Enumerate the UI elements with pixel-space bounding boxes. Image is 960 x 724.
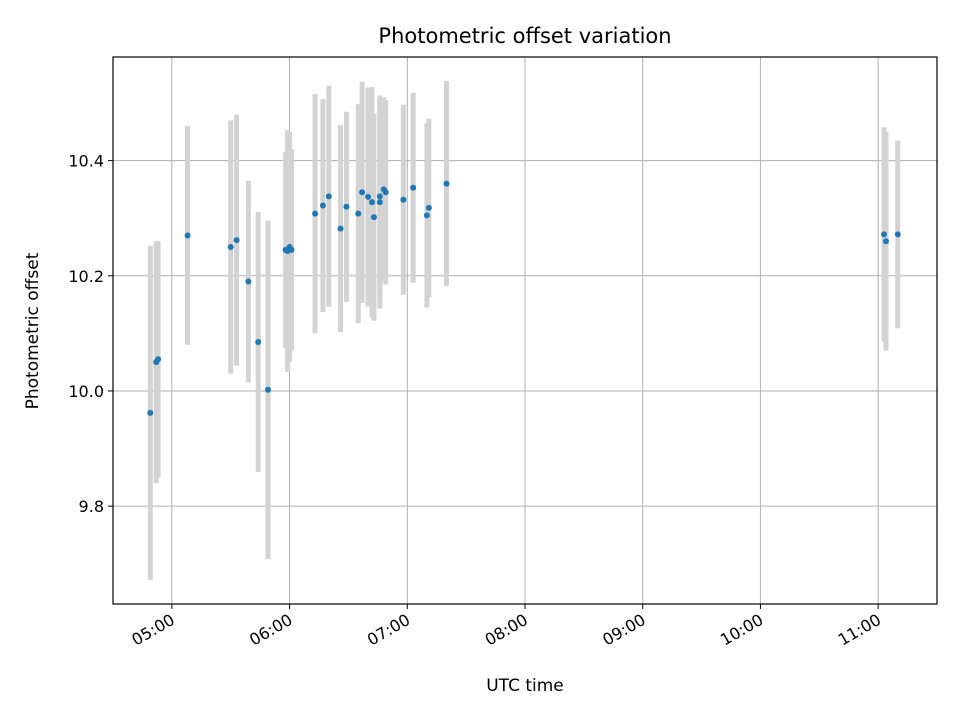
y-tick-label: 10.0 xyxy=(68,382,104,401)
data-point xyxy=(312,210,319,217)
data-point xyxy=(355,210,362,217)
y-tick-label: 10.2 xyxy=(68,267,104,286)
data-point xyxy=(370,214,377,221)
data-point xyxy=(184,232,191,239)
x-tick-label: 09:00 xyxy=(599,610,648,650)
x-tick-label: 05:00 xyxy=(128,610,177,650)
data-point xyxy=(376,199,383,206)
y-tick-label: 10.4 xyxy=(68,152,104,171)
data-point xyxy=(443,180,450,187)
data-point xyxy=(147,409,154,416)
data-point xyxy=(325,193,332,200)
data-point xyxy=(365,193,372,200)
data-point xyxy=(359,189,366,196)
data-point xyxy=(410,184,417,191)
data-point xyxy=(425,204,432,211)
data-point xyxy=(245,278,252,285)
error-bars xyxy=(147,81,901,580)
x-tick-label: 11:00 xyxy=(835,610,884,650)
x-axis-label: UTC time xyxy=(486,676,564,696)
data-point xyxy=(382,189,389,196)
data-point xyxy=(155,356,162,363)
data-point xyxy=(343,203,350,210)
data-point xyxy=(400,196,407,203)
data-point xyxy=(255,339,262,346)
x-tick-label: 08:00 xyxy=(482,610,531,650)
data-point xyxy=(264,386,271,393)
x-tick-label: 07:00 xyxy=(364,610,413,650)
data-point xyxy=(368,199,375,206)
y-tick-label: 9.8 xyxy=(79,497,104,516)
y-axis-ticks: 9.8 10.0 10.2 10.4 xyxy=(68,152,113,516)
data-point xyxy=(881,231,888,238)
x-tick-label: 06:00 xyxy=(246,610,295,650)
data-point xyxy=(337,225,344,232)
chart-title: Photometric offset variation xyxy=(378,24,671,48)
data-point xyxy=(227,244,234,251)
data-points xyxy=(147,180,901,416)
data-point xyxy=(882,238,889,245)
data-point xyxy=(376,193,383,200)
data-point xyxy=(233,237,240,244)
data-point xyxy=(423,212,430,219)
x-axis-ticks: 05:00 06:00 07:00 08:00 09:00 10:00 11:00 xyxy=(128,604,884,650)
data-point xyxy=(319,202,326,209)
data-point xyxy=(288,246,295,253)
data-point xyxy=(894,231,901,238)
y-axis-label: Photometric offset xyxy=(23,252,43,409)
x-tick-label: 10:00 xyxy=(717,610,766,650)
